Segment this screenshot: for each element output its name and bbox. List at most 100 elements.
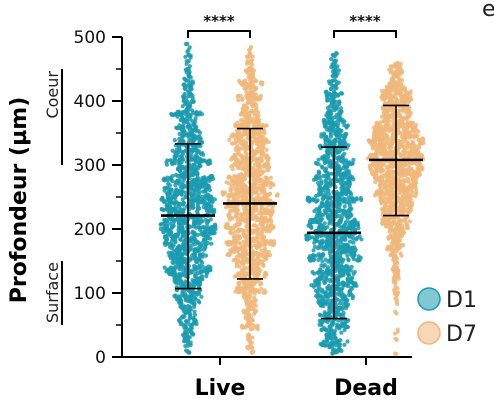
data-point <box>338 338 343 343</box>
data-point <box>259 260 264 265</box>
data-point <box>249 119 254 124</box>
data-point <box>245 157 250 162</box>
data-point <box>257 145 262 150</box>
data-point <box>183 330 188 336</box>
data-point <box>233 139 238 144</box>
data-point <box>322 280 327 285</box>
data-point <box>251 128 256 134</box>
data-point <box>254 106 259 111</box>
data-point <box>204 201 209 206</box>
data-point <box>234 147 240 152</box>
data-point <box>182 220 187 225</box>
data-point <box>331 73 336 78</box>
data-point <box>169 187 174 192</box>
data-point <box>229 141 235 146</box>
data-point <box>174 187 179 192</box>
data-point <box>319 289 324 294</box>
data-point <box>275 192 280 197</box>
data-point <box>191 173 196 178</box>
data-point <box>179 113 184 118</box>
data-point <box>328 292 333 297</box>
data-point <box>333 138 338 143</box>
data-point <box>333 106 338 111</box>
data-point <box>227 137 232 142</box>
data-point <box>250 139 255 145</box>
data-point <box>197 130 202 135</box>
data-point <box>236 227 241 232</box>
data-point <box>329 341 334 346</box>
data-point <box>232 152 237 158</box>
data-point <box>232 183 237 188</box>
data-point <box>319 327 325 332</box>
data-point <box>192 247 197 252</box>
data-point <box>241 203 246 208</box>
data-point <box>180 242 186 247</box>
data-point <box>259 230 264 235</box>
data-point <box>179 186 184 191</box>
data-point <box>348 285 354 290</box>
data-point <box>192 187 197 192</box>
data-point <box>190 129 195 134</box>
data-point <box>256 113 261 118</box>
data-point <box>161 207 166 212</box>
data-point <box>172 190 177 196</box>
data-point <box>184 118 189 123</box>
data-point <box>185 298 190 303</box>
data-point <box>314 214 319 219</box>
data-point <box>230 167 235 172</box>
data-point <box>175 259 180 264</box>
data-point <box>178 209 183 214</box>
data-point <box>304 234 309 239</box>
data-point <box>343 197 348 202</box>
data-point <box>231 234 236 239</box>
data-point <box>182 304 187 309</box>
data-point <box>240 287 245 292</box>
data-point <box>325 137 330 142</box>
data-point <box>194 172 200 177</box>
data-point <box>235 120 240 125</box>
data-point <box>183 268 188 273</box>
data-point <box>168 158 173 163</box>
data-point <box>183 41 189 47</box>
data-point <box>167 231 172 237</box>
data-point <box>345 339 350 344</box>
data-point <box>345 272 351 277</box>
data-point <box>256 262 261 267</box>
data-point <box>252 152 258 157</box>
data-point <box>331 53 336 58</box>
data-point <box>183 101 188 106</box>
data-point <box>256 290 262 295</box>
data-point <box>180 127 185 132</box>
data-point <box>337 324 342 329</box>
data-point <box>207 158 212 163</box>
data-point <box>188 315 193 320</box>
data-point <box>241 196 246 202</box>
data-point <box>252 109 257 114</box>
data-point <box>335 149 340 154</box>
data-point <box>324 333 329 338</box>
data-point <box>260 226 265 231</box>
data-point <box>180 156 185 161</box>
data-point <box>257 216 262 221</box>
data-point <box>227 253 232 258</box>
data-point <box>177 143 182 149</box>
data-point <box>165 192 170 197</box>
data-point <box>359 197 364 203</box>
data-point <box>176 224 182 229</box>
data-point <box>341 272 346 278</box>
data-point <box>205 219 211 224</box>
data-point <box>197 163 202 168</box>
data-point <box>183 295 188 300</box>
data-point <box>206 193 211 198</box>
data-point <box>249 299 254 304</box>
data-point <box>184 143 189 148</box>
data-point <box>179 260 184 265</box>
data-point <box>194 183 199 188</box>
data-point <box>253 97 258 102</box>
data-point <box>251 249 256 254</box>
data-point <box>256 266 261 271</box>
data-point <box>326 245 331 250</box>
data-point <box>241 79 246 84</box>
data-point <box>241 118 246 123</box>
data-point <box>162 235 167 240</box>
